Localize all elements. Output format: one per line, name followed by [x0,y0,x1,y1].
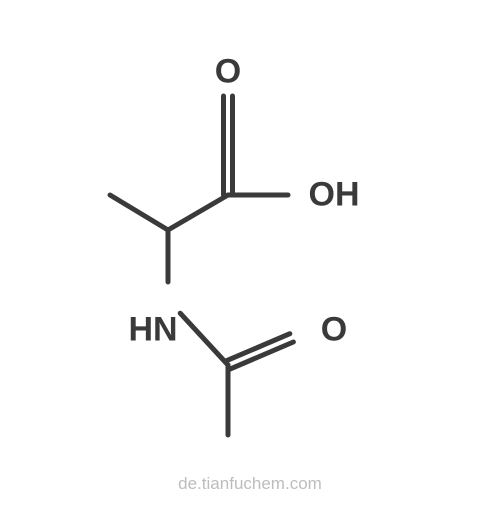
bond-line [180,313,228,365]
atom-label-o1: O [215,53,241,92]
molecule-canvas: O OH HN O [0,0,500,500]
watermark-text: de.tianfuchem.com [178,474,322,494]
bond-line [168,195,228,230]
bond-line [110,195,168,230]
atom-label-oh: OH [309,176,360,215]
bond-svg [0,0,500,500]
atom-label-o2: O [321,311,347,350]
atom-label-hn: HN [128,311,177,350]
